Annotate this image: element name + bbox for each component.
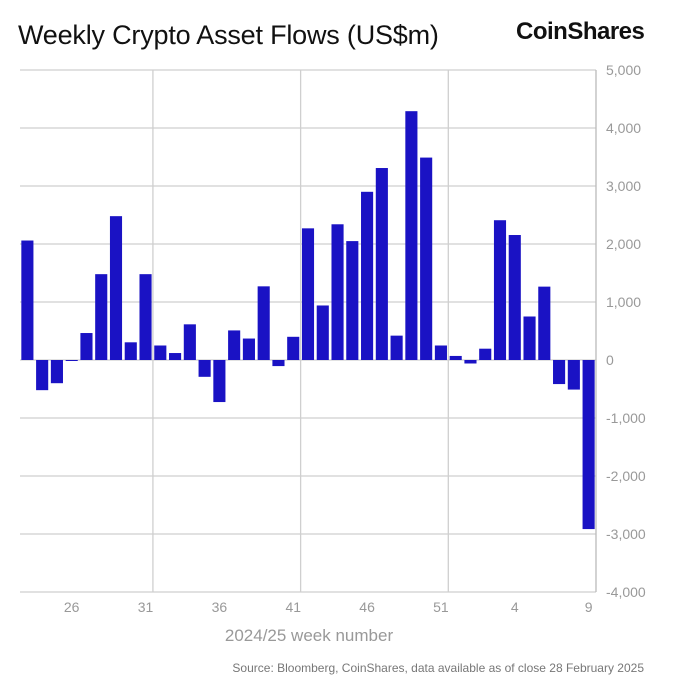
y-tick-label: 1,000: [606, 294, 641, 310]
x-tick-label: 36: [212, 599, 228, 615]
bar-week-48: [390, 335, 403, 360]
bar-week-6: [538, 286, 551, 360]
bar-week-52: [449, 355, 462, 360]
bar-week-38: [242, 338, 255, 360]
y-tick-label: -3,000: [606, 526, 646, 542]
chart-title: Weekly Crypto Asset Flows (US$m): [18, 20, 439, 50]
bar-week-50: [420, 157, 433, 360]
bar-week-36: [213, 360, 226, 403]
source-note: Source: Bloomberg, CoinShares, data avai…: [232, 661, 644, 675]
x-tick-label: 26: [64, 599, 80, 615]
y-tick-label: -4,000: [606, 584, 646, 600]
bar-week-3: [493, 220, 507, 360]
y-tick-label: -2,000: [606, 468, 646, 484]
x-tick-label: 41: [285, 599, 301, 615]
bar-week-7: [553, 360, 566, 385]
y-tick-label: 3,000: [606, 178, 641, 194]
bar-week-25: [50, 360, 63, 384]
y-tick-label: -1,000: [606, 410, 646, 426]
bar-week-46: [361, 191, 374, 360]
bar-week-24: [36, 360, 49, 391]
bar-week-47: [375, 168, 388, 360]
bar-week-43: [316, 305, 329, 360]
x-tick-label: 51: [433, 599, 449, 615]
bar-week-26: [65, 360, 78, 361]
bar-week-27: [80, 333, 93, 360]
bar-week-32: [154, 345, 167, 360]
bar-week-4: [508, 235, 521, 360]
bar-week-33: [169, 353, 182, 360]
bar-week-34: [183, 324, 196, 360]
bar-week-2: [479, 348, 492, 360]
bar-week-28: [95, 274, 108, 360]
bar-week-51: [434, 345, 447, 360]
x-axis-label: 2024/25 week number: [225, 626, 394, 645]
bar-week-41: [287, 336, 300, 360]
y-tick-label: 5,000: [606, 62, 641, 78]
coinshares-logo: CoinShares: [516, 18, 645, 45]
bar-week-29: [109, 216, 123, 360]
bar-week-35: [198, 360, 211, 377]
y-tick-label: 4,000: [606, 120, 641, 136]
bar-week-40: [272, 360, 285, 367]
y-tick-label: 0: [606, 352, 614, 368]
bar-week-9: [582, 360, 595, 530]
bar-week-31: [139, 274, 152, 360]
x-tick-label: 9: [585, 599, 593, 615]
bar-week-42: [301, 228, 315, 360]
x-tick-label: 31: [138, 599, 154, 615]
bar-week-8: [567, 360, 580, 390]
bar-week-1: [464, 360, 477, 364]
x-tick-label: 4: [511, 599, 519, 615]
x-tick-label: 46: [359, 599, 375, 615]
bar-week-44: [331, 224, 344, 360]
bar-week-23: [21, 240, 34, 360]
y-tick-label: 2,000: [606, 236, 641, 252]
bar-week-30: [124, 342, 137, 360]
bar-week-37: [228, 330, 241, 360]
bar-week-45: [346, 241, 359, 360]
bar-week-39: [257, 286, 270, 360]
bar-week-5: [523, 316, 536, 360]
bar-week-49: [405, 111, 418, 361]
